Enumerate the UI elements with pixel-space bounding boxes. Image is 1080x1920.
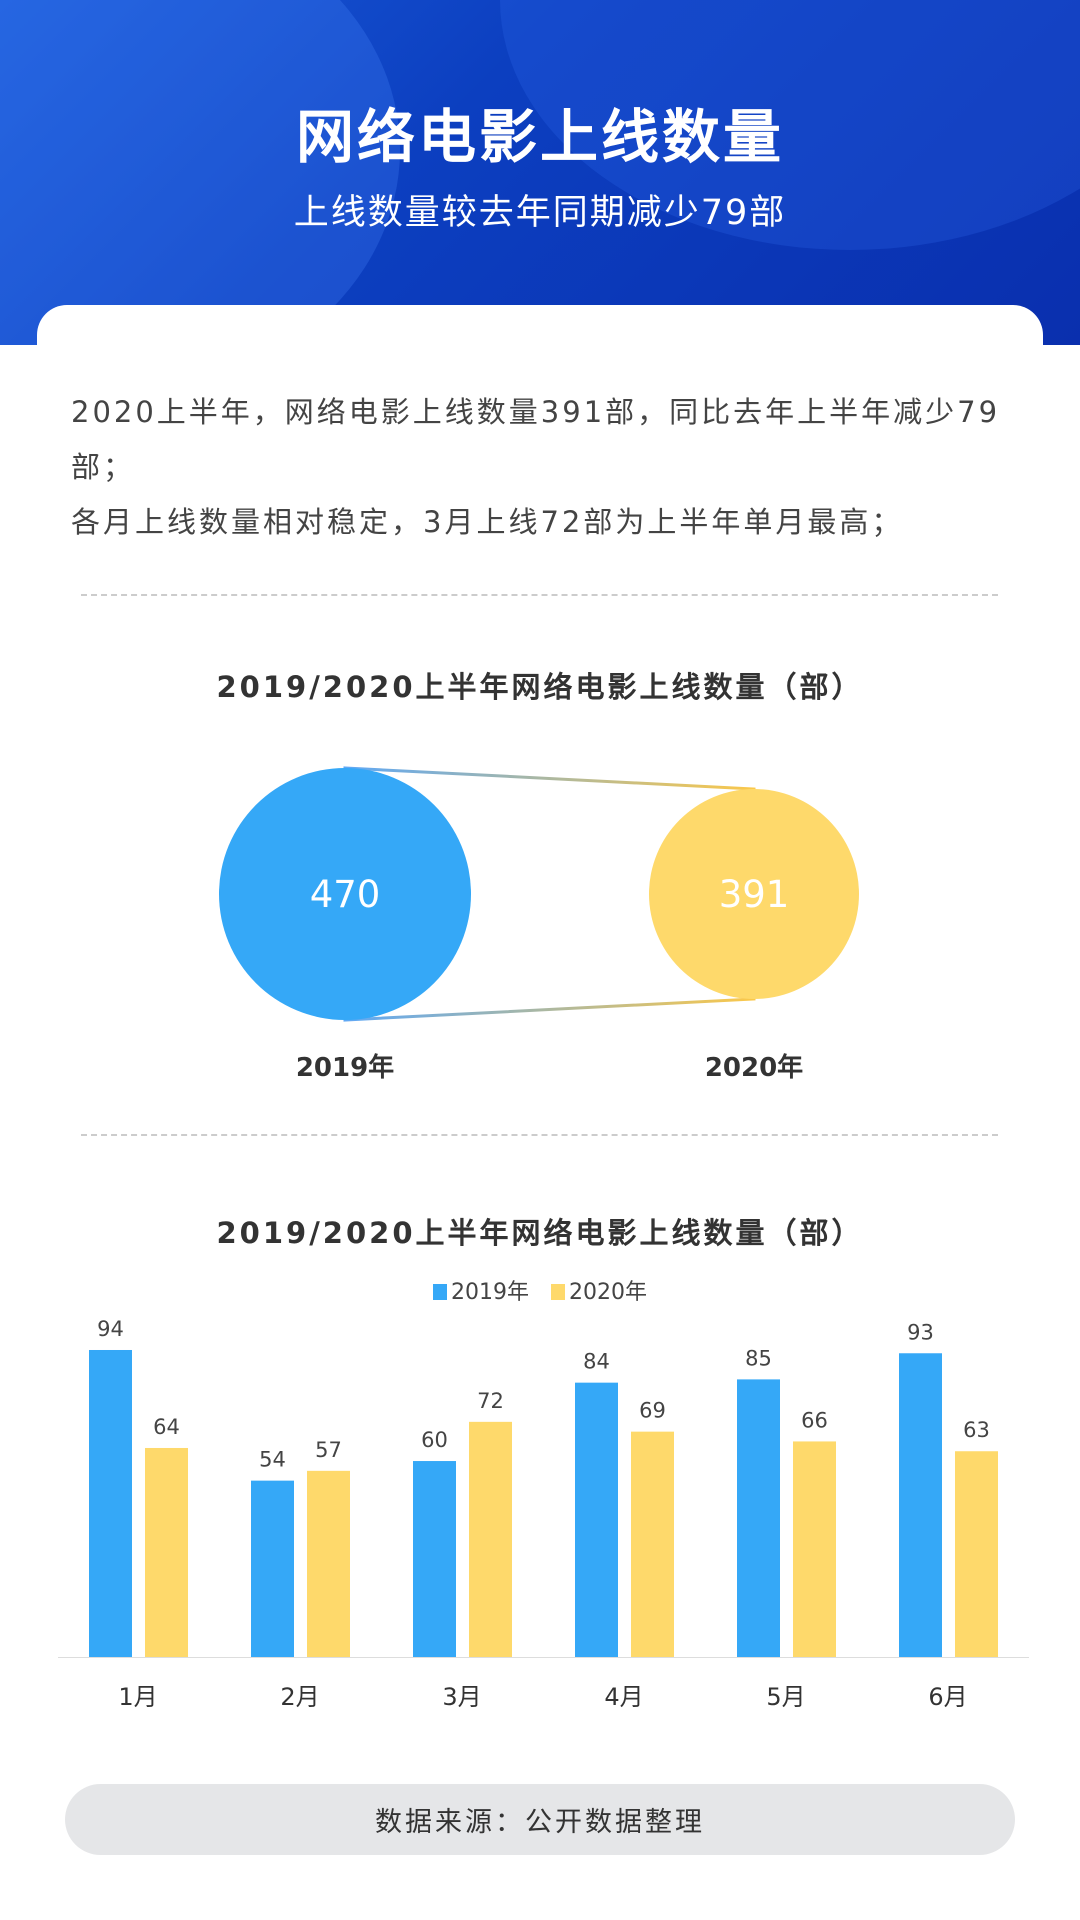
data-label: 57 (315, 1438, 342, 1462)
data-label: 64 (153, 1415, 180, 1439)
bar-2020年-4月 (631, 1431, 674, 1657)
data-label: 69 (639, 1399, 666, 1423)
x-tick-label: 5月 (766, 1683, 805, 1711)
legend-swatch (433, 1284, 447, 1300)
x-tick-label: 6月 (928, 1683, 967, 1711)
legend-swatch (551, 1284, 565, 1300)
source-footer: 数据来源：公开数据整理 (65, 1784, 1015, 1855)
summary-line: 各月上线数量相对稳定，3月上线72部为上半年单月最高； (71, 505, 904, 539)
bar-2019年-5月 (737, 1379, 780, 1657)
bar-2019年-2月 (251, 1480, 294, 1657)
bar-2020年-1月 (145, 1447, 188, 1657)
bar-2019年-3月 (413, 1461, 456, 1657)
legend-label: 2020年 (569, 1280, 647, 1305)
page-subtitle: 上线数量较去年同期减少79部 (293, 193, 787, 233)
x-tick-label: 4月 (604, 1683, 643, 1711)
data-label: 60 (421, 1428, 448, 1452)
x-tick-label: 1月 (118, 1683, 157, 1711)
bubble-label: 2020年 (704, 1053, 804, 1083)
data-label: 66 (801, 1408, 828, 1432)
legend: 2019年 2020年 (0, 1274, 1080, 1306)
connector-lines (343, 766, 756, 1022)
bar-2019年-1月 (89, 1349, 132, 1657)
bar-2020年-3月 (469, 1421, 512, 1657)
bar-2019年-6月 (899, 1353, 942, 1657)
data-label: 94 (97, 1317, 124, 1341)
decorative-swoosh (0, 0, 400, 345)
divider (81, 594, 998, 596)
data-label: 72 (477, 1389, 504, 1413)
legend-item-2020: 2020年 (551, 1274, 647, 1306)
summary-line: 2020上半年，网络电影上线数量391部，同比去年上半年减少79部； (71, 395, 1001, 484)
legend-item-2019: 2019年 (433, 1274, 529, 1306)
data-label: 93 (907, 1320, 934, 1344)
bubble-label: 2019年 (295, 1053, 395, 1083)
header-banner: 网络电影上线数量 上线数量较去年同期减少79部 (0, 0, 1080, 345)
bubble-value: 470 (309, 872, 381, 916)
data-label: 85 (745, 1346, 772, 1370)
bubble-chart-title: 2019/2020上半年网络电影上线数量（部） (216, 670, 864, 704)
summary-text: 2020上半年，网络电影上线数量391部，同比去年上半年减少79部； 各月上线数… (71, 385, 1011, 550)
source-text: 数据来源：公开数据整理 (375, 1807, 705, 1838)
divider (81, 1134, 998, 1136)
bubble-2019: 470 (219, 768, 471, 1020)
data-label: 54 (259, 1448, 286, 1472)
legend-label: 2019年 (451, 1280, 529, 1305)
bar-2019年-4月 (575, 1382, 618, 1657)
bubble-value: 391 (718, 872, 790, 916)
bar-2020年-5月 (793, 1441, 836, 1657)
data-label: 63 (963, 1418, 990, 1442)
data-label: 84 (583, 1350, 610, 1374)
bar-2020年-6月 (955, 1451, 998, 1657)
x-tick-label: 2月 (280, 1683, 319, 1711)
x-tick-label: 3月 (442, 1683, 481, 1711)
content-card (37, 305, 1043, 365)
bar-chart: 94 64 1月 54 57 2月 60 72 3月 84 69 4月 85 66 5月 93 63 6月 (58, 1317, 1029, 1711)
page-title: 网络电影上线数量 (295, 103, 784, 171)
bubble-2020: 391 (649, 789, 859, 999)
bar-2020年-2月 (307, 1470, 350, 1657)
bar-chart-title: 2019/2020上半年网络电影上线数量（部） (216, 1216, 864, 1250)
